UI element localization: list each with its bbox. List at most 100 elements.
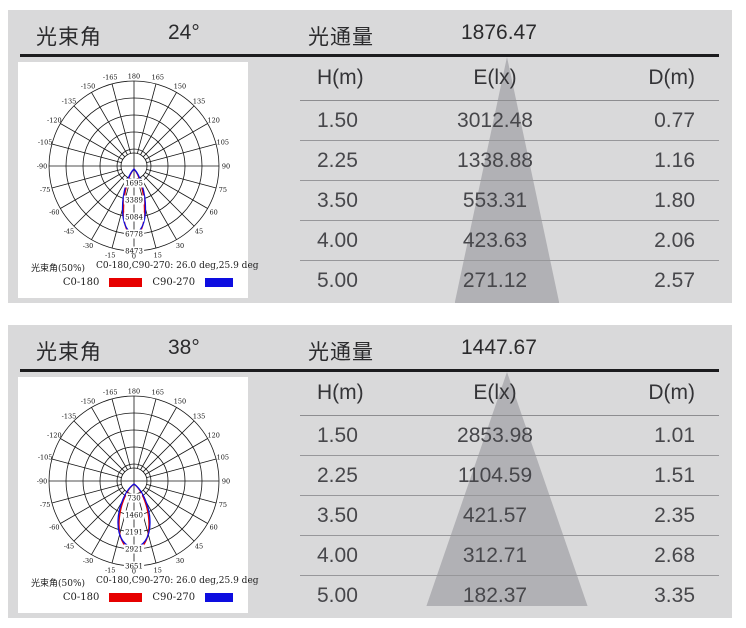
table-header-row: H(m) E(lx) D(m)	[300, 371, 719, 416]
cell-h: 2.25	[317, 463, 358, 487]
svg-text:1460: 1460	[125, 512, 143, 520]
flux-value: 1876.47	[461, 21, 537, 44]
svg-text:135: 135	[193, 97, 205, 105]
cell-h: 3.50	[317, 188, 358, 212]
svg-text:-165: -165	[103, 74, 118, 82]
svg-text:-60: -60	[49, 523, 59, 531]
beam-panel-38: 光束角 38° 光通量 1447.67 730 1460 2191 2921 3651 0…	[8, 325, 732, 618]
svg-text:105: 105	[217, 454, 229, 462]
header-rule	[20, 369, 719, 372]
table-header-h: H(m)	[317, 66, 364, 89]
svg-text:75: 75	[219, 501, 227, 509]
svg-text:90: 90	[222, 477, 230, 485]
caption-prefix: 光束角(50%)	[31, 579, 86, 589]
svg-text:135: 135	[193, 412, 205, 420]
table-row: 4.00 312.71 2.68	[300, 536, 719, 576]
cell-d: 2.57	[654, 268, 695, 292]
cell-d: 2.68	[654, 543, 695, 567]
table-row: 2.25 1104.59 1.51	[300, 456, 719, 496]
svg-text:45: 45	[195, 542, 203, 550]
beam-panel-24: 光束角 24° 光通量 1876.47 1695 3389 5084 6778 8473…	[8, 10, 732, 303]
svg-text:45: 45	[195, 227, 203, 235]
cell-h: 1.50	[317, 108, 358, 132]
cell-d: 1.16	[654, 148, 695, 172]
svg-text:-15: -15	[105, 251, 115, 259]
cell-d: 2.35	[654, 503, 695, 527]
cell-h: 4.00	[317, 228, 358, 252]
svg-text:-45: -45	[64, 542, 74, 550]
legend-c0-swatch	[109, 593, 143, 602]
svg-text:150: 150	[174, 83, 186, 91]
svg-text:180: 180	[128, 72, 140, 80]
table-header-h: H(m)	[317, 381, 364, 404]
svg-text:2921: 2921	[125, 546, 143, 554]
svg-text:-120: -120	[47, 431, 62, 439]
svg-text:75: 75	[219, 186, 227, 194]
legend-c0-swatch	[109, 278, 143, 287]
svg-text:-150: -150	[81, 83, 96, 91]
cell-e: 2853.98	[457, 423, 533, 447]
cell-e: 553.31	[462, 188, 528, 212]
flux-label: 光通量	[308, 341, 374, 364]
svg-text:3651: 3651	[125, 563, 143, 571]
svg-text:-135: -135	[62, 412, 77, 420]
cell-e: 312.71	[462, 543, 528, 567]
flux-value: 1447.67	[461, 336, 537, 359]
flux-label: 光通量	[308, 26, 374, 49]
beam-angle-label: 光束角	[36, 341, 102, 364]
svg-text:-30: -30	[83, 557, 93, 565]
photometric-table: H(m) E(lx) D(m) 1.50 3012.48 0.77 2.25 1…	[300, 56, 719, 300]
svg-text:-120: -120	[47, 116, 62, 124]
svg-text:-150: -150	[81, 398, 96, 406]
svg-text:90: 90	[222, 162, 230, 170]
svg-text:165: 165	[152, 389, 164, 397]
legend-c90-swatch	[205, 593, 234, 602]
table-row: 1.50 3012.48 0.77	[300, 101, 719, 141]
cell-d: 0.77	[654, 108, 695, 132]
svg-text:3389: 3389	[125, 197, 143, 205]
legend-c90-swatch	[205, 278, 234, 287]
svg-text:165: 165	[152, 74, 164, 82]
beam-angle-label: 光束角	[36, 26, 102, 49]
svg-text:30: 30	[176, 242, 184, 250]
polar-diagram: 1695 3389 5084 6778 8473 0 15 30 45 60 75 90 105 120 1…	[18, 62, 248, 260]
legend-c0-label: C0-180	[62, 592, 100, 603]
svg-text:-60: -60	[49, 208, 59, 216]
cell-e: 271.12	[462, 268, 528, 292]
svg-text:60: 60	[210, 523, 218, 531]
table-row: 3.50 553.31 1.80	[300, 181, 719, 221]
svg-text:15: 15	[154, 251, 162, 259]
svg-text:0: 0	[132, 567, 136, 575]
cell-h: 4.00	[317, 543, 358, 567]
svg-text:-75: -75	[40, 501, 50, 509]
table-header-d: D(m)	[648, 66, 695, 89]
polar-diagram: 730 1460 2191 2921 3651 0 15 30 45 60 75 90 105 120 13…	[18, 377, 248, 575]
svg-text:0: 0	[132, 252, 136, 260]
table-row: 5.00 271.12 2.57	[300, 261, 719, 300]
svg-text:-90: -90	[37, 477, 47, 485]
legend-c90-label: C90-270	[152, 592, 196, 603]
svg-text:120: 120	[207, 116, 219, 124]
svg-text:-105: -105	[38, 139, 53, 147]
svg-text:120: 120	[207, 431, 219, 439]
cell-h: 3.50	[317, 503, 358, 527]
svg-text:-105: -105	[38, 454, 53, 462]
svg-text:105: 105	[217, 139, 229, 147]
legend-c0-label: C0-180	[62, 277, 100, 288]
cell-h: 2.25	[317, 148, 358, 172]
beam-angle-value: 24°	[168, 21, 200, 44]
header-rule	[20, 54, 719, 57]
polar-chart-box: 1695 3389 5084 6778 8473 0 15 30 45 60 75 90 105 120 1…	[18, 62, 259, 298]
cell-d: 2.06	[654, 228, 695, 252]
cell-e: 421.57	[462, 503, 528, 527]
beam-angle-value: 38°	[168, 336, 200, 359]
panel-header: 光束角 24° 光通量 1876.47	[8, 10, 732, 54]
table-header-e: E(lx)	[473, 381, 517, 404]
cell-d: 3.35	[654, 583, 695, 607]
panel-header: 光束角 38° 光通量 1447.67	[8, 325, 732, 369]
cell-h: 5.00	[317, 268, 358, 292]
svg-text:6778: 6778	[125, 231, 143, 239]
table-row: 1.50 2853.98 1.01	[300, 416, 719, 456]
